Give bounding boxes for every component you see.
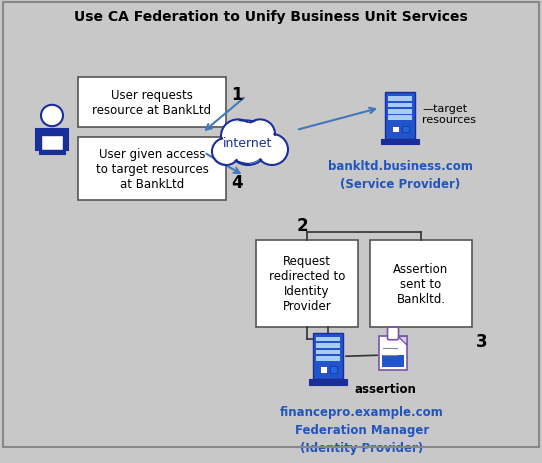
Text: User requests
resource at BankLtd: User requests resource at BankLtd — [93, 89, 211, 117]
Circle shape — [221, 120, 255, 153]
FancyBboxPatch shape — [388, 103, 412, 108]
FancyBboxPatch shape — [39, 151, 65, 155]
FancyBboxPatch shape — [379, 337, 407, 370]
Polygon shape — [36, 130, 68, 151]
Text: User given access
to target resources
at BankLtd: User given access to target resources at… — [95, 148, 209, 190]
FancyBboxPatch shape — [382, 356, 404, 367]
FancyBboxPatch shape — [78, 138, 226, 200]
Circle shape — [256, 135, 288, 166]
FancyBboxPatch shape — [315, 357, 340, 361]
Circle shape — [223, 123, 253, 150]
Circle shape — [245, 120, 275, 149]
Text: financepro.example.com
Federation Manager
(Identity Provider): financepro.example.com Federation Manage… — [280, 405, 444, 454]
Text: 2: 2 — [296, 217, 308, 235]
Text: Request
redirected to
Identity
Provider: Request redirected to Identity Provider — [269, 255, 345, 313]
Circle shape — [41, 106, 63, 127]
Text: Use CA Federation to Unify Business Unit Services: Use CA Federation to Unify Business Unit… — [74, 11, 468, 25]
FancyBboxPatch shape — [402, 126, 409, 133]
FancyBboxPatch shape — [388, 97, 412, 101]
FancyBboxPatch shape — [385, 93, 415, 139]
FancyBboxPatch shape — [315, 344, 340, 348]
FancyBboxPatch shape — [320, 367, 327, 373]
Circle shape — [224, 121, 268, 164]
FancyBboxPatch shape — [388, 110, 412, 114]
Circle shape — [231, 130, 265, 163]
FancyBboxPatch shape — [78, 77, 226, 128]
Text: —target
resources: —target resources — [422, 104, 476, 125]
Text: 4: 4 — [231, 174, 243, 192]
Circle shape — [214, 141, 238, 163]
FancyBboxPatch shape — [309, 380, 347, 385]
FancyBboxPatch shape — [392, 126, 399, 133]
Text: 3: 3 — [476, 332, 488, 350]
Polygon shape — [398, 337, 407, 345]
FancyBboxPatch shape — [388, 116, 412, 121]
Text: 1: 1 — [231, 86, 242, 104]
Circle shape — [227, 124, 264, 161]
FancyBboxPatch shape — [256, 240, 358, 327]
Text: bankltd.business.com
(Service Provider): bankltd.business.com (Service Provider) — [327, 160, 473, 191]
Text: internet: internet — [223, 137, 273, 150]
FancyBboxPatch shape — [388, 327, 398, 340]
FancyBboxPatch shape — [370, 240, 472, 327]
Text: assertion: assertion — [354, 382, 416, 395]
FancyBboxPatch shape — [313, 333, 343, 380]
Circle shape — [212, 138, 240, 166]
FancyBboxPatch shape — [330, 367, 337, 373]
Circle shape — [247, 122, 273, 147]
Text: Assertion
sent to
Bankltd.: Assertion sent to Bankltd. — [393, 263, 449, 305]
Circle shape — [228, 127, 268, 166]
FancyBboxPatch shape — [41, 136, 63, 151]
Circle shape — [259, 137, 286, 163]
FancyBboxPatch shape — [381, 139, 419, 145]
FancyBboxPatch shape — [315, 350, 340, 355]
FancyBboxPatch shape — [315, 337, 340, 342]
